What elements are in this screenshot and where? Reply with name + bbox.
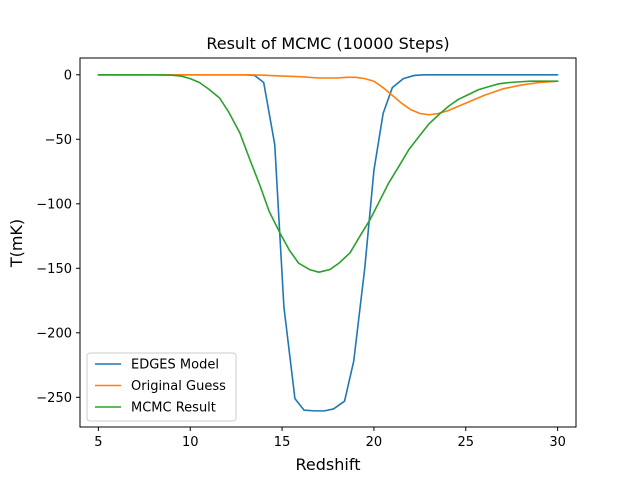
legend-box <box>86 352 237 422</box>
y-axis-label: T(mK) <box>7 219 26 268</box>
x-tick-label: 5 <box>94 435 102 450</box>
y-tick-label: −200 <box>36 326 72 341</box>
y-tick-label: −250 <box>36 391 72 406</box>
series-line-2 <box>97 73 559 116</box>
legend-label: EDGES Model <box>131 358 219 373</box>
x-tick-label: 20 <box>366 435 383 450</box>
y-tick-label: 0 <box>64 68 72 83</box>
x-tick-label: 10 <box>182 435 199 450</box>
x-axis-label: Redshift <box>296 455 361 474</box>
x-tick-label: 25 <box>458 435 475 450</box>
legend-label: MCMC Result <box>131 401 216 416</box>
series-line-3 <box>97 73 559 273</box>
chart-title: Result of MCMC (10000 Steps) <box>206 34 449 53</box>
series-layer <box>97 73 559 412</box>
legend: EDGES Model Original Guess MCMC Result <box>86 352 237 422</box>
y-tick-label: −150 <box>36 262 72 277</box>
y-axis: 0 −50 −100 −150 −200 −250 <box>36 68 80 406</box>
x-tick-label: 30 <box>549 435 566 450</box>
plot-area <box>79 57 577 428</box>
y-tick-label: −50 <box>45 133 72 148</box>
x-axis: 5 10 15 20 25 30 <box>94 427 566 450</box>
y-tick-label: −100 <box>36 197 72 212</box>
axes-frame <box>79 57 577 428</box>
x-tick-label: 15 <box>274 435 291 450</box>
legend-label: Original Guess <box>131 379 226 394</box>
